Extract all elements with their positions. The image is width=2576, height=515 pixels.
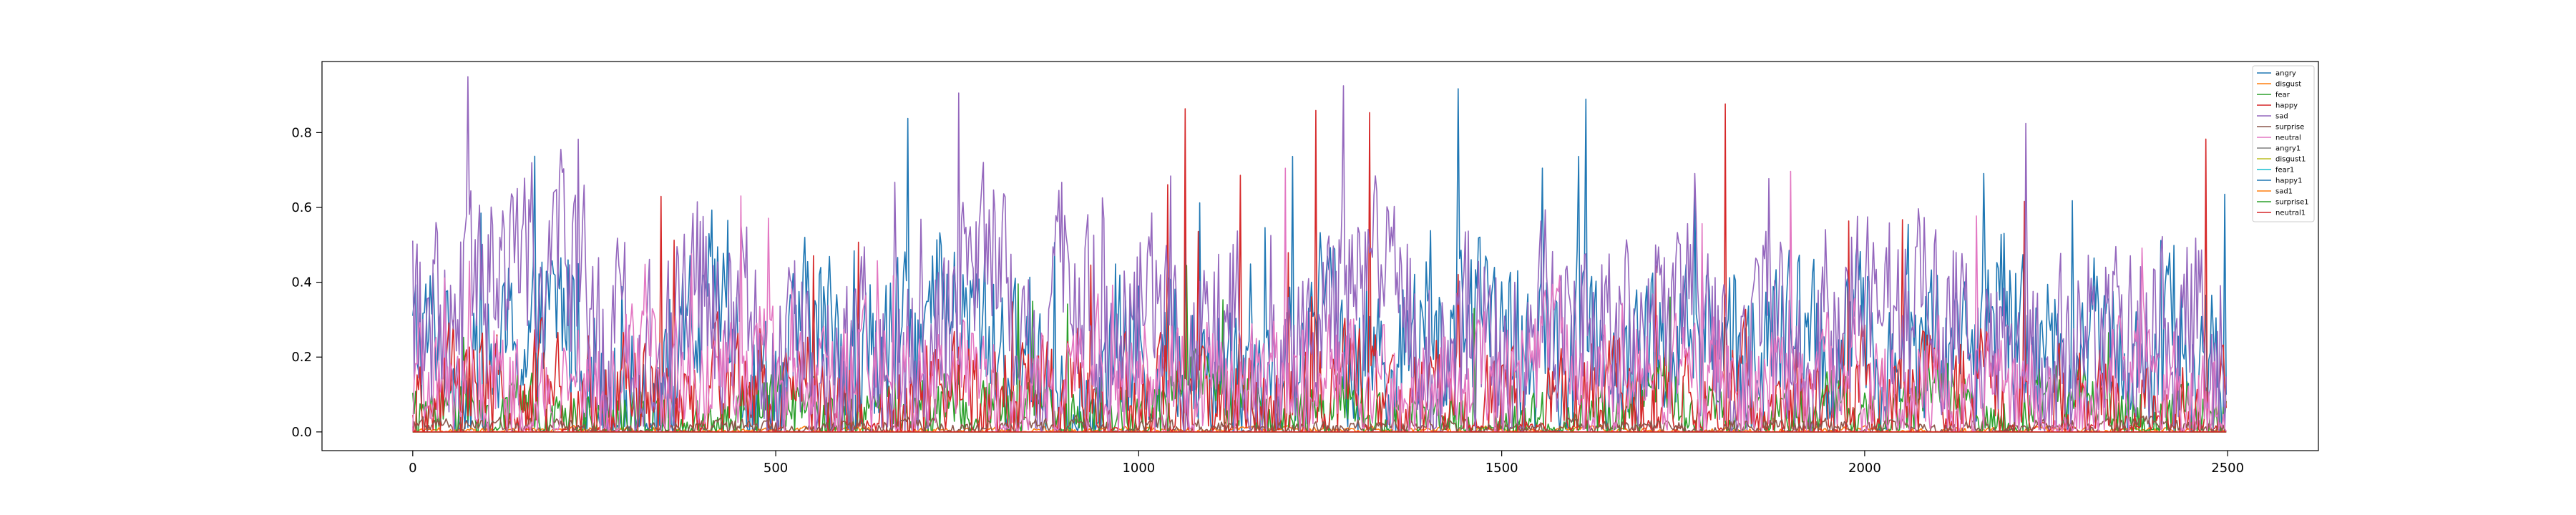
legend-label: sad1 [2275, 188, 2293, 196]
y-axis: 0.0 0.2 0.4 0.6 0.8 [291, 125, 322, 440]
series-layer [412, 76, 2227, 433]
legend-label: happy1 [2275, 177, 2302, 185]
y-tick-label: 0.4 [291, 275, 312, 290]
legend-label: surprise [2275, 124, 2304, 132]
legend-label: happy [2275, 102, 2298, 110]
legend-label: angry1 [2275, 145, 2301, 153]
series-line-surprise [412, 414, 2227, 433]
x-tick-label: 1000 [1122, 461, 1155, 476]
legend-label: disgust1 [2275, 156, 2306, 164]
series-line-happy [412, 103, 2227, 433]
y-tick-label: 0.6 [291, 200, 312, 215]
legend-label: neutral1 [2275, 210, 2306, 217]
y-tick-label: 0.2 [291, 350, 312, 365]
plot-frame [321, 61, 2319, 451]
legend-label: angry [2275, 70, 2296, 78]
series-line-sad [412, 76, 2227, 433]
y-tick-label: 0.8 [291, 125, 312, 140]
legend-label: surprise1 [2275, 199, 2309, 207]
x-tick-label: 2500 [2211, 461, 2244, 476]
x-tick-label: 2000 [1848, 461, 1881, 476]
legend-label: sad [2275, 113, 2288, 121]
legend-label: neutral [2275, 134, 2301, 142]
legend-label: fear1 [2275, 167, 2294, 175]
legend-label: fear [2275, 92, 2290, 99]
x-tick-label: 0 [409, 461, 416, 476]
series-line-fear [412, 265, 2227, 433]
legend-label: disgust [2275, 81, 2301, 89]
x-tick-label: 500 [763, 461, 788, 476]
y-tick-label: 0.0 [291, 425, 312, 440]
series-line-angry [412, 88, 2227, 433]
series-line-neutral [412, 167, 2227, 433]
x-axis: 0 500 1000 1500 2000 2500 [409, 451, 2244, 476]
legend: angry disgust fear happy sad surprise neutral a… [2252, 65, 2315, 222]
x-tick-label: 1500 [1485, 461, 1518, 476]
series-line-disgust [412, 424, 2227, 433]
